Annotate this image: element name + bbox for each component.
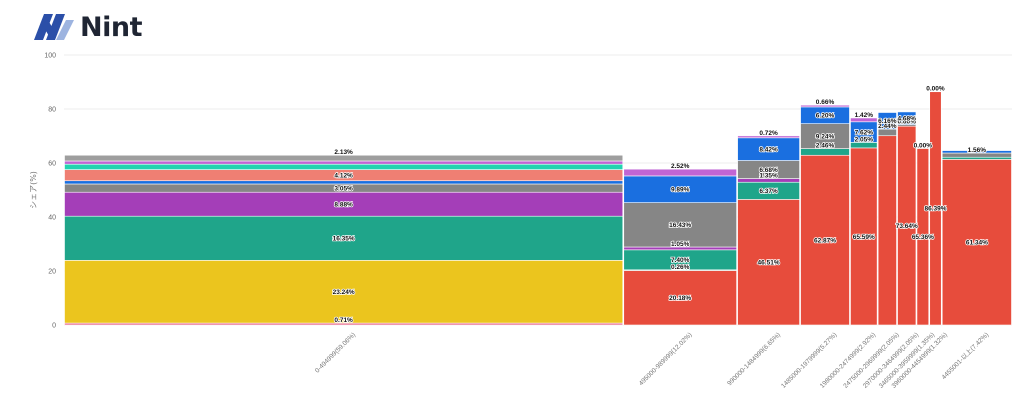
segment-data-label: 86.39% — [924, 206, 946, 213]
x-tick-label: 0-494999(59.06%) — [314, 331, 357, 374]
x-tick-label: 3960000-4454999(1.32%) — [891, 331, 949, 389]
bar-column[interactable] — [737, 135, 800, 326]
segment-data-label: 0.00% — [914, 143, 933, 150]
segment-data-label: 2.46% — [816, 143, 835, 150]
segment-data-label: 8.88% — [334, 202, 353, 209]
segment-data-label: 7.62% — [855, 129, 874, 136]
segment-data-label: 0.66% — [816, 99, 835, 106]
segment-data-label: 46.51% — [758, 260, 780, 267]
bar-segment[interactable] — [623, 202, 737, 248]
bar-segment[interactable] — [623, 175, 737, 203]
bar-segment[interactable] — [877, 135, 897, 326]
segment-data-label: 6.20% — [816, 113, 835, 120]
y-tick-label: 40 — [48, 215, 56, 222]
bar-segment[interactable] — [929, 91, 942, 326]
bar-segment[interactable] — [850, 147, 878, 326]
bar-segment[interactable] — [897, 111, 917, 125]
segment-data-label: 20.18% — [669, 295, 691, 302]
brand-logo: Nint — [34, 11, 142, 43]
segment-data-label: 3.05% — [334, 185, 353, 192]
segment-data-label: 0.00% — [926, 86, 945, 93]
segment-data-label: 1.42% — [855, 112, 874, 119]
bar-column[interactable] — [64, 154, 624, 326]
segment-data-label: 61.34% — [966, 239, 988, 246]
x-tick-label: 495000-989999(12.02%) — [638, 331, 694, 387]
bar-segment[interactable] — [800, 154, 850, 326]
segment-data-label: 16.43% — [669, 222, 691, 229]
x-axis-labels: 0-494999(59.06%) 495000-989999(12.02%) 990… — [314, 330, 990, 390]
bar-column[interactable] — [800, 104, 850, 326]
bar-segment[interactable] — [737, 199, 800, 326]
bar-column[interactable] — [850, 117, 878, 326]
bar-segment[interactable] — [64, 160, 624, 165]
bar-segment[interactable] — [737, 135, 800, 139]
segment-data-label: 0.60% — [898, 119, 917, 126]
segment-data-label: 62.87% — [814, 237, 836, 244]
segment-labels: 0.71% 23.24% 16.35% 8.88% 3.05% 4.12% 2.13% 20.… — [332, 85, 989, 325]
nint-logo-icon — [34, 14, 74, 40]
segment-data-label: 1.05% — [671, 241, 690, 248]
segment-data-label: 6.16% — [878, 118, 897, 125]
bar-segment[interactable] — [64, 163, 624, 170]
segment-data-label: 6.68% — [759, 167, 778, 174]
segment-data-label: 23.24% — [333, 289, 355, 296]
segment-data-label: 65.59% — [853, 234, 875, 241]
segment-data-label: 0.26% — [671, 264, 690, 271]
y-tick-label: 100 — [44, 53, 56, 60]
bar-segment[interactable] — [941, 156, 1012, 160]
y-tick-label: 80 — [48, 107, 56, 114]
bar-segment[interactable] — [916, 148, 930, 326]
segment-data-label: 2.05% — [855, 136, 874, 143]
bar-column[interactable] — [897, 111, 917, 326]
y-axis-ticks: 0 20 40 60 80 100 — [44, 53, 56, 330]
bar-segment[interactable] — [877, 112, 897, 130]
bar-column[interactable] — [929, 91, 942, 326]
x-tick-label: 990000-1484999(6.65%) — [726, 331, 782, 387]
segment-data-label: 16.35% — [333, 236, 355, 243]
bar-segment[interactable] — [623, 168, 737, 177]
bar-column[interactable] — [623, 168, 737, 326]
segment-data-label: 1.35% — [759, 173, 778, 180]
segment-data-label: 65.36% — [912, 234, 934, 241]
segment-data-label: 9.89% — [671, 187, 690, 194]
bar-segment[interactable] — [64, 180, 624, 185]
bars — [64, 91, 1012, 326]
y-tick-label: 60 — [48, 161, 56, 168]
bar-segment[interactable] — [64, 154, 624, 162]
segment-data-label: 8.42% — [759, 146, 778, 153]
y-axis-label: シェア(%) — [29, 171, 38, 209]
segment-data-label: 2.52% — [671, 163, 690, 170]
y-tick-label: 0 — [52, 323, 56, 330]
segment-data-label: 4.68% — [898, 116, 917, 123]
bar-segment[interactable] — [800, 104, 850, 108]
segment-data-label: 1.56% — [968, 147, 987, 154]
segment-data-label: 4.12% — [334, 172, 353, 179]
bar-segment[interactable] — [850, 117, 878, 123]
segment-data-label: 0.72% — [759, 130, 778, 137]
bar-segment[interactable] — [64, 260, 624, 324]
bar-segment[interactable] — [800, 123, 850, 149]
bar-column[interactable] — [916, 148, 930, 326]
segment-data-label: 7.40% — [671, 257, 690, 264]
bar-column[interactable] — [941, 150, 1012, 326]
bar-column[interactable] — [877, 112, 897, 326]
segment-data-label: 0.71% — [334, 317, 353, 324]
bar-segment[interactable] — [623, 270, 737, 326]
brand-name: Nint — [80, 11, 142, 43]
segment-data-label: 6.37% — [759, 188, 778, 195]
segment-data-label: 9.24% — [816, 133, 835, 140]
bar-segment[interactable] — [941, 150, 1012, 154]
segment-data-label: 73.64% — [896, 223, 918, 230]
segment-data-label: 2.13% — [334, 149, 353, 156]
y-tick-label: 20 — [48, 269, 56, 276]
segment-data-label: 2.44% — [878, 123, 897, 130]
